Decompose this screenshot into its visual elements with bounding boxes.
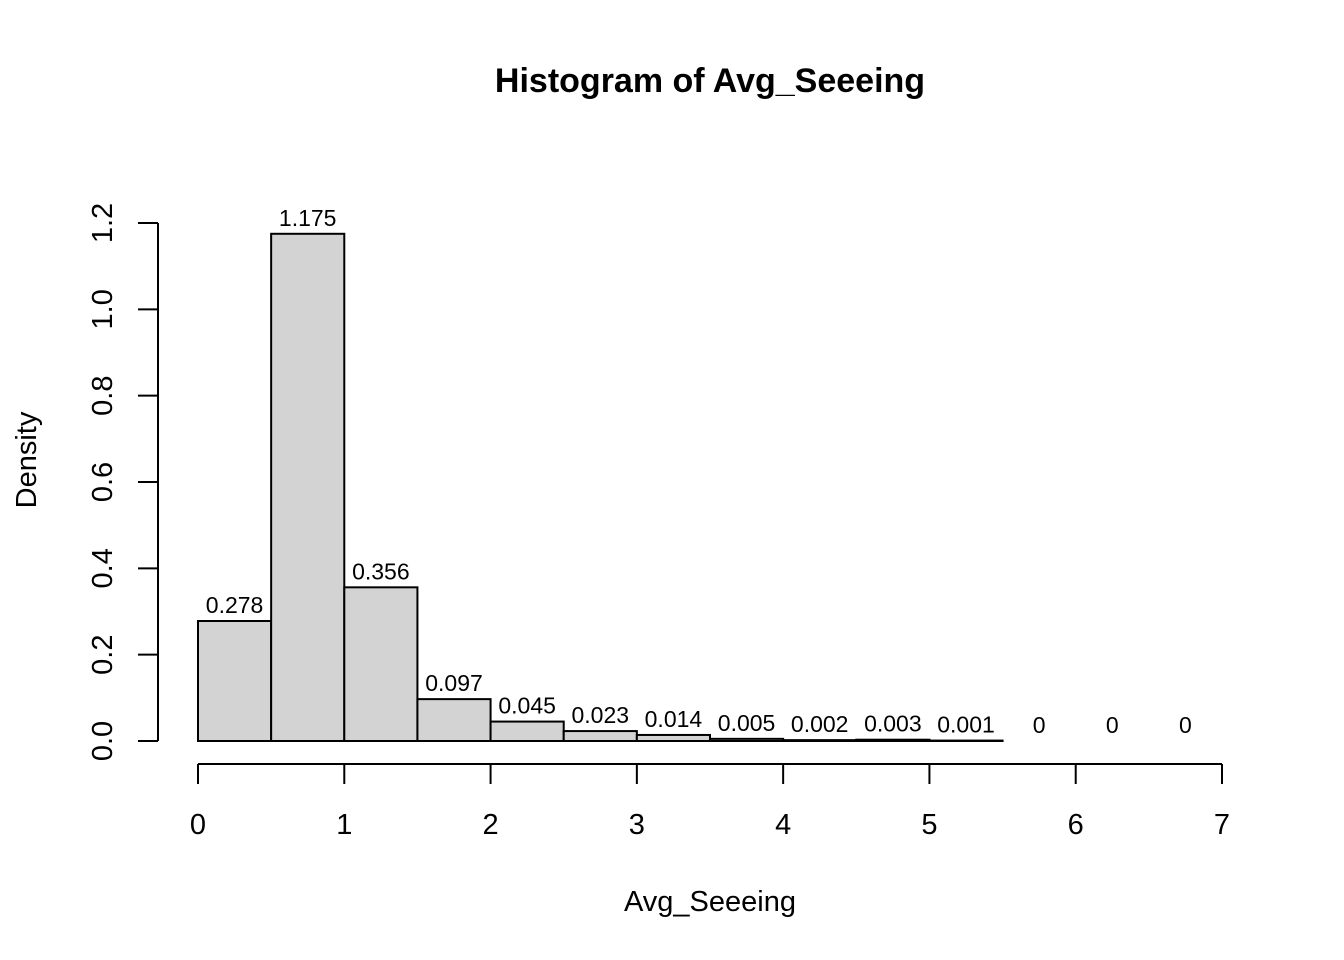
histogram-bar — [782, 739, 858, 742]
y-tick-label: 0.2 — [87, 635, 119, 675]
bar-value-label: 0.005 — [718, 710, 776, 736]
bar-value-labels: 0.278 1.175 0.356 0.097 0.045 0.023 0.014 0.005… — [206, 205, 1192, 738]
histogram-bar — [562, 730, 638, 742]
y-tick-label: 0.6 — [87, 462, 119, 502]
bar-value-label: 0 — [1033, 712, 1046, 738]
x-tick-label: 4 — [775, 809, 791, 841]
histogram-bar — [270, 232, 346, 743]
bar-value-label: 0.045 — [498, 693, 556, 719]
x-tick-label: 7 — [1214, 809, 1230, 841]
bar-value-label: 0.001 — [937, 712, 995, 738]
x-axis: 0 1 2 3 4 5 6 7 — [190, 763, 1230, 841]
y-axis: 0.0 0.2 0.4 0.6 0.8 1.0 1.2 — [87, 203, 159, 761]
x-tick-label: 1 — [336, 809, 352, 841]
histogram-bar — [489, 720, 565, 743]
histogram-bar — [635, 733, 711, 742]
y-tick-label: 1.2 — [87, 203, 119, 243]
histogram-bar — [343, 586, 419, 742]
bar-value-label: 0.097 — [425, 670, 483, 696]
y-tick-label: 0.0 — [87, 721, 119, 761]
x-tick-label: 2 — [483, 809, 499, 841]
bar-value-label: 0.356 — [352, 558, 410, 584]
histogram-bar — [197, 619, 273, 742]
bar-value-label: 0.023 — [572, 702, 630, 728]
x-tick-label: 3 — [629, 809, 645, 841]
x-tick-label: 5 — [921, 809, 937, 841]
y-tick-label: 0.8 — [87, 376, 119, 416]
x-axis-label: Avg_Seeeing — [624, 886, 796, 918]
y-tick-label: 0.4 — [87, 548, 119, 588]
bar-value-label: 0 — [1106, 712, 1119, 738]
bar-value-label: 0.278 — [206, 592, 264, 618]
x-tick-label: 0 — [190, 809, 206, 841]
bar-value-label: 0.002 — [791, 711, 849, 737]
histogram-bar — [709, 737, 785, 743]
y-axis-label: Density — [11, 411, 43, 508]
bar-value-label: 0 — [1179, 712, 1192, 738]
chart-title: Histogram of Avg_Seeeing — [495, 62, 925, 100]
bar-value-label: 0.014 — [645, 706, 703, 732]
bars-group — [197, 232, 1004, 743]
y-tick-label: 1.0 — [87, 289, 119, 329]
bar-value-label: 0.003 — [864, 711, 922, 737]
histogram-bar — [855, 738, 931, 743]
x-tick-label: 6 — [1068, 809, 1084, 841]
bar-value-label: 1.175 — [279, 205, 337, 231]
histogram-bar — [416, 698, 492, 743]
